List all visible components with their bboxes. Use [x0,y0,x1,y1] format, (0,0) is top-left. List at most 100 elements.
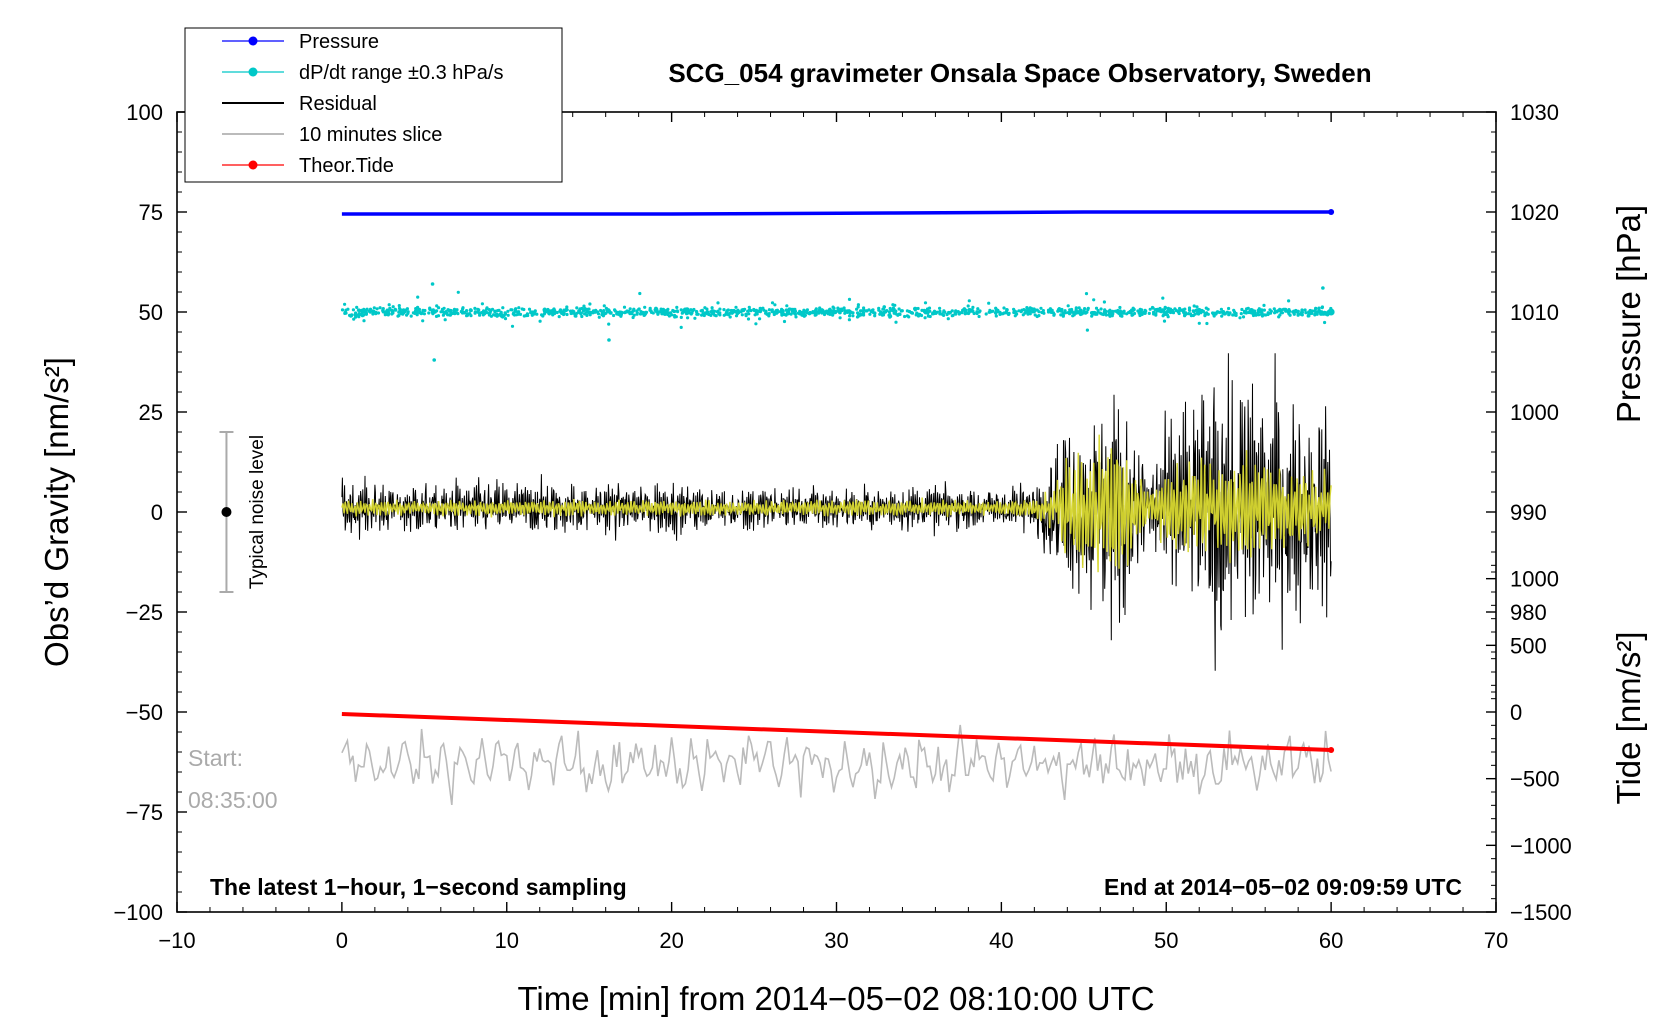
dpdt-point [1025,306,1029,310]
dpdt-point [1292,312,1296,316]
dpdt-point [1052,313,1056,317]
dpdt-point [679,308,683,312]
dpdt-point [694,309,699,314]
dpdt-point [1099,307,1103,311]
dpdt-point [885,309,889,313]
dpdt-point [549,310,553,315]
dpdt-point [402,311,406,315]
start-time: 08:35:00 [188,787,278,813]
dpdt-point [1178,306,1182,311]
dpdt-point [1096,310,1100,314]
dpdt-point [387,311,391,315]
legend-label: 10 minutes slice [299,124,442,146]
dpdt-point [888,312,892,317]
dpdt-point [755,312,759,316]
dpdt-point [375,307,379,311]
dpdt-point [496,309,500,313]
residual-line [341,353,1332,671]
dpdt-point [811,311,815,315]
chart-title: SCG_054 gravimeter Onsala Space Observat… [668,58,1371,88]
dpdt-point [1273,309,1277,313]
dpdt-point [787,307,792,311]
dpdt-point [612,313,616,318]
dpdt-point [579,311,584,315]
dpdt-point [555,310,559,315]
dpdt-point [381,308,385,312]
series-layer [340,209,1335,805]
dpdt-point [480,302,484,306]
dpdt-point [1240,307,1244,312]
dpdt-point [476,310,480,314]
dpdt-point [1074,311,1078,315]
dpdt-point [409,314,413,318]
dpdt-point [482,310,486,314]
dpdt-point [988,308,992,312]
dpdt-point [951,313,955,317]
dpdt-point [1220,314,1224,318]
dpdt-point [856,303,861,307]
dpdt-point [805,308,810,312]
pressure-tick-label: 980 [1510,600,1547,625]
dpdt-point [913,308,917,312]
dpdt-point [1192,304,1196,308]
dpdt-point [1286,310,1290,314]
dpdt-point [631,315,635,320]
dpdt-point [1102,310,1106,314]
dpdt-point [740,308,744,312]
dpdt-point [938,312,942,316]
dpdt-point [836,306,840,310]
dpdt-point [455,308,459,312]
dpdt-point [651,311,655,315]
dpdt-point [1162,309,1166,313]
dpdt-point [1028,309,1032,313]
y-axis-label: Obs’d Gravity [nm/s²] [38,357,75,667]
dpdt-point [517,306,521,310]
dpdt-point [376,311,381,315]
dpdt-point [628,307,632,311]
dpdt-point [887,310,892,314]
dpdt-point [662,308,666,312]
dpdt-point [637,307,641,311]
dpdt-point [653,308,657,312]
dpdt-point [797,311,801,315]
dpdt-point [1181,308,1185,312]
dpdt-point [570,311,575,315]
dpdt-point [1227,306,1231,311]
dpdt-point [813,313,817,317]
dpdt-point [740,313,744,317]
dpdt-point [1051,311,1055,315]
dpdt-point [538,319,542,323]
dpdt-point [1031,310,1035,314]
dpdt-point [1232,308,1236,312]
dpdt-point [747,312,751,316]
dpdt-point [778,310,783,314]
dpdt-point [922,309,927,313]
dpdt-point [624,310,628,314]
dpdt-point [401,308,406,312]
dpdt-point [1084,292,1089,296]
dpdt-point [352,317,356,321]
dpdt-point [859,309,864,313]
dpdt-point [1278,309,1282,313]
dpdt-point [542,308,546,312]
dpdt-point [882,311,886,315]
dpdt-point [378,306,382,310]
dpdt-point [1090,314,1094,318]
dpdt-point [1083,307,1087,311]
dpdt-point [888,306,892,311]
dpdt-point [838,316,842,320]
dpdt-point [1077,306,1081,310]
y-tick-label: 75 [139,200,163,225]
dpdt-point [1219,307,1223,311]
dpdt-point [575,306,579,310]
dpdt-point [1102,300,1106,304]
dpdt-point [962,307,967,311]
dpdt-point [770,301,775,305]
x-tick-label: 30 [824,928,848,953]
dpdt-point [585,310,589,314]
dpdt-point [705,312,709,316]
dpdt-point [984,312,988,316]
dpdt-point [710,310,714,314]
dpdt-point [954,309,958,313]
dpdt-point [893,303,897,307]
